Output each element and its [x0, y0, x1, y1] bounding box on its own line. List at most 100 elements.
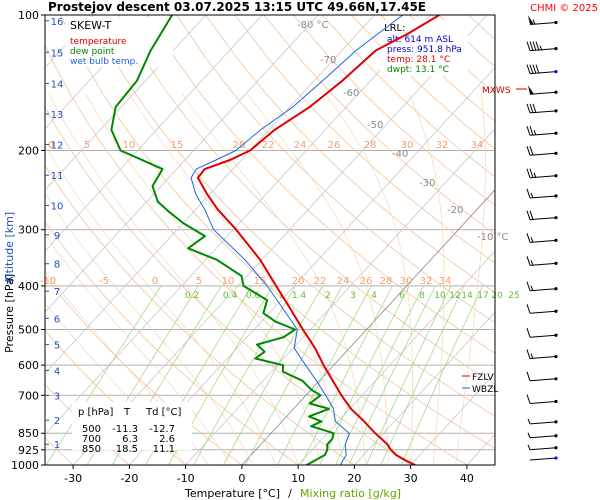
mixing-ratio-line	[45, 285, 162, 465]
theta-label: 34	[439, 276, 452, 287]
isotherm-line	[297, 250, 495, 465]
dry-adiabat	[45, 44, 468, 465]
y-axis-label: Pressure [hPa]	[3, 274, 16, 353]
pressure-tick-label: 1000	[11, 459, 39, 472]
isotherm-line	[354, 311, 495, 465]
temperature-tick-label: 0	[238, 472, 245, 485]
series-wet-bulb-temp	[190, 15, 404, 465]
altitude-tick-label: 14	[51, 80, 64, 91]
wind-barb-dot	[554, 287, 558, 291]
isotherm-label: -20	[447, 205, 463, 216]
theta-label: 28	[364, 140, 377, 151]
mixing-ratio-label: 2	[325, 291, 331, 301]
wind-barb-flag	[526, 210, 531, 220]
mixing-ratio-label: 4	[371, 291, 377, 301]
wind-barb-staff	[529, 447, 557, 451]
wind-barb-staff	[529, 262, 557, 266]
isotherm-label: -50	[367, 120, 383, 131]
wind-barb	[526, 304, 558, 314]
wind-barb-flag	[532, 41, 537, 51]
wind-barb	[527, 432, 558, 439]
wind-barb-half-flag	[527, 432, 531, 438]
wind-barb	[526, 394, 558, 404]
theta-label: 0	[152, 276, 158, 287]
wind-barb	[526, 146, 558, 156]
temperature-tick-label: 40	[460, 472, 474, 485]
altitude-tick-label: 4	[54, 366, 60, 377]
temperature-tick-label: -20	[120, 472, 138, 485]
mixing-ratio-label: 6	[399, 291, 405, 301]
wind-barbs	[526, 15, 558, 461]
wind-barb-half-flag	[533, 172, 537, 178]
temperature-tick-label: 20	[347, 472, 361, 485]
moist-adiabat	[325, 93, 413, 465]
x-axis-separator: /	[288, 487, 292, 500]
summary-cell: -12.7	[149, 424, 175, 435]
wind-barb	[528, 15, 558, 26]
summary-cell: -11.3	[112, 424, 138, 435]
wind-barb	[526, 168, 558, 179]
summary-cell: 500	[82, 424, 101, 435]
mixing-ratio-label: 17	[477, 291, 488, 301]
theta-label: 5	[84, 140, 90, 151]
wind-barb-dot	[554, 333, 558, 337]
summary-cell: 6.3	[122, 434, 138, 445]
mxws-label: MXWS	[482, 86, 511, 96]
wind-barb-staff	[529, 356, 557, 360]
wind-barb-staff	[529, 217, 557, 221]
isotherm-line	[45, 15, 319, 313]
x-axis-label: Temperature [°C]	[184, 487, 280, 500]
profile-lines	[110, 15, 440, 465]
dry-adiabat	[205, 15, 495, 294]
dry-adiabat	[147, 15, 495, 354]
lrl-pressure: press: 951.8 hPa	[387, 45, 462, 55]
isotherm-label: -80 °C	[297, 20, 329, 31]
moist-adiabat	[49, 94, 299, 465]
isotherm-label: -30	[419, 178, 435, 189]
wind-barb-dot	[554, 216, 558, 220]
wind-barb	[526, 233, 558, 243]
theta-label: 0	[48, 140, 54, 151]
wind-barb	[526, 103, 558, 114]
pressure-tick-label: 100	[18, 9, 39, 22]
wind-barb	[526, 328, 558, 338]
theta-label: 15	[171, 140, 184, 151]
mixing-ratio-label: 0.4	[223, 291, 238, 301]
wind-barb-staff	[529, 195, 557, 199]
theta-label: -5	[99, 276, 109, 287]
dry-adiabat	[263, 15, 495, 235]
wind-barb-dot	[554, 194, 558, 198]
mixing-ratio-line	[380, 285, 465, 465]
isotherm-label: -60	[343, 88, 359, 99]
pressure-tick-label: 600	[18, 359, 39, 372]
altitude-tick-label: 15	[51, 48, 64, 59]
wind-barb-half-flag	[530, 260, 534, 266]
theta-label: -10	[40, 276, 56, 287]
theta-label: 26	[360, 276, 373, 287]
isotherm-line	[185, 128, 495, 465]
isotherm-line	[45, 15, 263, 252]
wind-barb-dot	[554, 131, 558, 135]
wind-barb-staff	[529, 71, 557, 75]
isotherm-line	[45, 15, 150, 130]
wind-barb-half-flag	[539, 45, 543, 51]
wind-barb-flag	[529, 103, 534, 114]
wind-barb	[527, 418, 558, 425]
summary-table: p [hPa] T Td [°C] 500 -11.3 -12.7 700 6.…	[72, 402, 192, 455]
dry-adiabat	[176, 15, 495, 324]
wind-barb	[526, 64, 558, 75]
wind-barb-staff	[529, 421, 557, 425]
theta-label: 20	[292, 276, 305, 287]
wind-barb-staff	[529, 457, 557, 461]
wind-barb-pennant	[528, 85, 534, 95]
altitude-tick-label: 7	[54, 287, 60, 298]
altitude-tick-label: 5	[54, 341, 60, 352]
pressure-tick-label: 300	[18, 224, 39, 237]
temperature-axis: -30 -20 -10 0 10 20 30 40	[64, 465, 474, 485]
dry-adiabat	[45, 275, 243, 465]
legend-heading: SKEW-T	[70, 19, 112, 32]
mixing-ratio-label: 14	[461, 291, 473, 301]
mixing-ratio-line	[348, 285, 436, 465]
pressure-tick-label: 850	[18, 427, 39, 440]
theta-label: 24	[294, 140, 307, 151]
